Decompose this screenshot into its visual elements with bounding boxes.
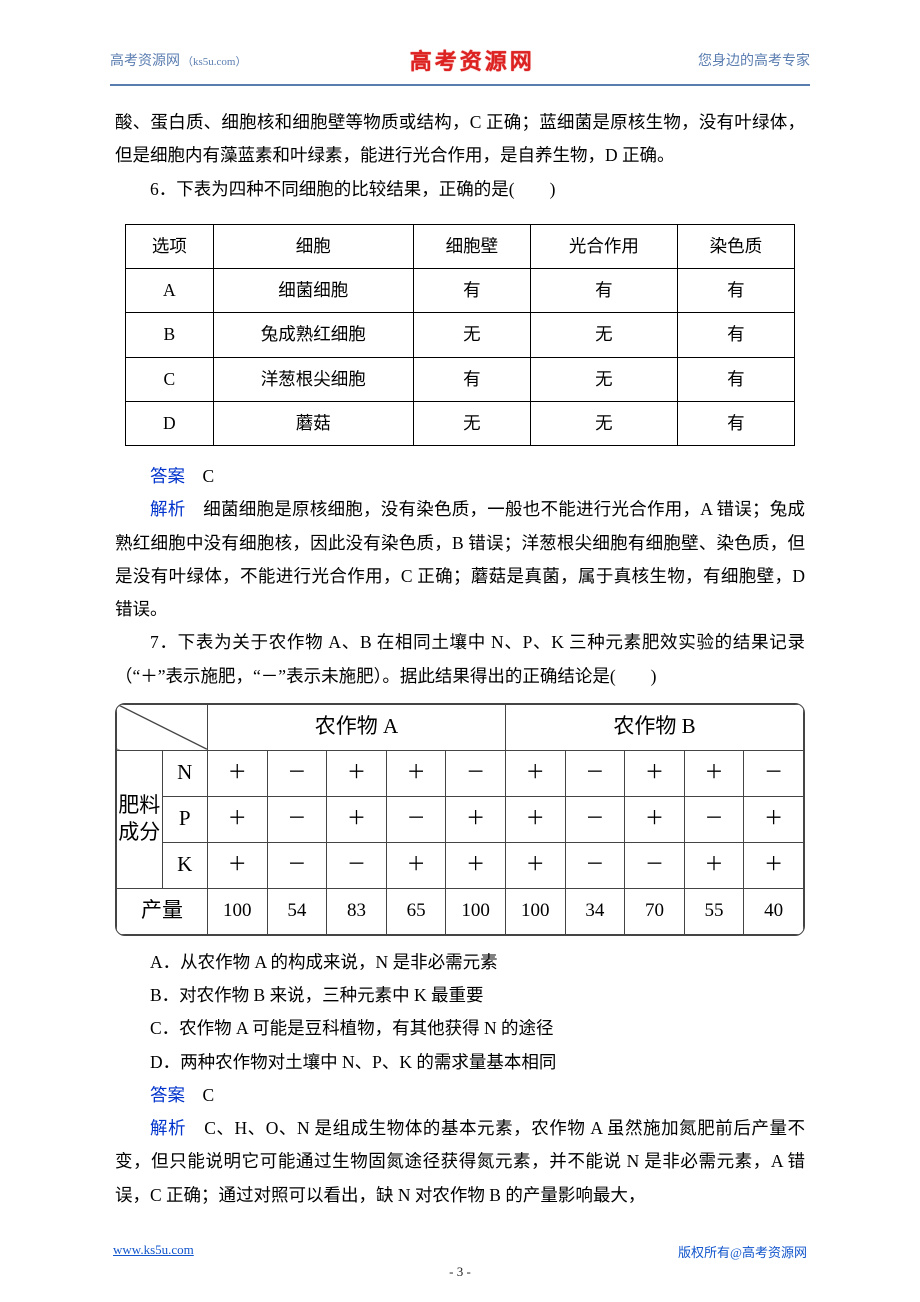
explain-text: C、H、O、N 是组成生物体的基本元素，农作物 A 虽然施加氮肥前后产量不变，但… — [115, 1118, 805, 1205]
group-a-header: 农作物 A — [208, 704, 506, 750]
header-tagline: 您身边的高考专家 — [698, 50, 810, 70]
page-footer: www.ks5u.com 版权所有@高考资源网 - 3 - — [0, 1242, 920, 1280]
explain-label: 解析 — [150, 499, 186, 519]
q6-th-2: 细胞壁 — [413, 224, 530, 268]
q7-stem: 7．下表为关于农作物 A、B 在相同土壤中 N、P、K 三种元素肥效实验的结果记… — [115, 626, 805, 693]
q7-answer: 答案 C — [115, 1079, 805, 1112]
group-b-header: 农作物 B — [505, 704, 803, 750]
table-row: B 兔成熟红细胞 无 无 有 — [126, 313, 795, 357]
table-row: A 细菌细胞 有 有 有 — [126, 269, 795, 313]
diagonal-cell — [117, 704, 208, 750]
q7-option-c: C．农作物 A 可能是豆科植物，有其他获得 N 的途径 — [115, 1012, 805, 1045]
explain-text: 细菌细胞是原核细胞，没有染色质，一般也不能进行光合作用，A 错误；兔成熟红细胞中… — [115, 499, 805, 619]
footer-url[interactable]: www.ks5u.com — [113, 1242, 194, 1261]
q6-th-1: 细胞 — [213, 224, 413, 268]
q6-explain: 解析 细菌细胞是原核细胞，没有染色质，一般也不能进行光合作用，A 错误；兔成熟红… — [115, 493, 805, 626]
page-content: 酸、蛋白质、细胞核和细胞壁等物质或结构，C 正确；蓝细菌是原核生物，没有叶绿体，… — [0, 86, 920, 1212]
table-row: K ＋ － － ＋ ＋ ＋ － － ＋ ＋ — [117, 842, 804, 888]
table-row: 肥料成分 N ＋ － ＋ ＋ － ＋ － ＋ ＋ － — [117, 750, 804, 796]
page-header: 高考资源网 （ks5u.com） 高考资源网 您身边的高考专家 — [0, 0, 920, 78]
answer-value: C — [203, 1085, 215, 1105]
q7-option-d: D．两种农作物对土壤中 N、P、K 的需求量基本相同 — [115, 1046, 805, 1079]
q7-header-row: 农作物 A 农作物 B — [117, 704, 804, 750]
q7-explain: 解析 C、H、O、N 是组成生物体的基本元素，农作物 A 虽然施加氮肥前后产量不… — [115, 1112, 805, 1212]
header-left: 高考资源网 （ks5u.com） — [110, 50, 246, 70]
q6-th-3: 光合作用 — [530, 224, 677, 268]
q6-answer: 答案 C — [115, 460, 805, 493]
answer-label: 答案 — [150, 1085, 185, 1105]
q6-table: 选项 细胞 细胞壁 光合作用 染色质 A 细菌细胞 有 有 有 B 兔成熟红细胞… — [125, 224, 795, 446]
header-title: 高考资源网 — [410, 44, 535, 76]
q6-th-0: 选项 — [126, 224, 214, 268]
top-paragraph: 酸、蛋白质、细胞核和细胞壁等物质或结构，C 正确；蓝细菌是原核生物，没有叶绿体，… — [115, 106, 805, 173]
answer-value: C — [203, 466, 215, 486]
table-row: P ＋ － ＋ － ＋ ＋ － ＋ － ＋ — [117, 796, 804, 842]
row-group-label: 肥料成分 — [117, 750, 163, 888]
q6-th-4: 染色质 — [677, 224, 794, 268]
page-number: - 3 - — [113, 1264, 807, 1280]
q6-stem: 6．下表为四种不同细胞的比较结果，正确的是( ) — [115, 173, 805, 206]
footer-line: www.ks5u.com 版权所有@高考资源网 — [113, 1242, 807, 1261]
q7-table-wrap: 农作物 A 农作物 B 肥料成分 N ＋ － ＋ ＋ － ＋ － ＋ ＋ － P… — [115, 703, 805, 936]
q7-option-a: A．从农作物 A 的构成来说，N 是非必需元素 — [115, 946, 805, 979]
site-name: 高考资源网 — [110, 50, 180, 70]
yield-row: 产量 100 54 83 65 100 100 34 70 55 40 — [117, 888, 804, 934]
q7-option-b: B．对农作物 B 来说，三种元素中 K 最重要 — [115, 979, 805, 1012]
footer-copyright: 版权所有@高考资源网 — [678, 1242, 807, 1261]
table-row: C 洋葱根尖细胞 有 无 有 — [126, 357, 795, 401]
site-domain: （ks5u.com） — [182, 53, 246, 69]
explain-label: 解析 — [150, 1118, 186, 1138]
table-row: D 蘑菇 无 无 有 — [126, 401, 795, 445]
yield-label: 产量 — [117, 888, 208, 934]
answer-label: 答案 — [150, 466, 185, 486]
q7-table: 农作物 A 农作物 B 肥料成分 N ＋ － ＋ ＋ － ＋ － ＋ ＋ － P… — [116, 704, 804, 935]
q6-table-header-row: 选项 细胞 细胞壁 光合作用 染色质 — [126, 224, 795, 268]
